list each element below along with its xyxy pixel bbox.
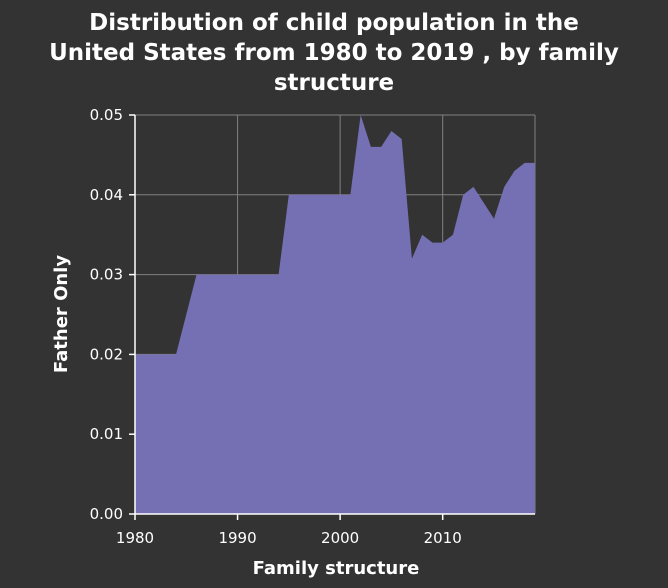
x-axis-label: Family structure: [253, 558, 420, 579]
y-tick-label: 0.01: [90, 425, 123, 443]
area-fill: [135, 115, 535, 514]
y-axis-ticks: 0.00 0.01 0.02 0.03 0.04 0.05: [90, 106, 135, 523]
chart-title-line-2: United States from 1980 to 2019 , by fam…: [49, 40, 619, 66]
axes: [134, 115, 535, 515]
x-tick-label: 1980: [116, 529, 154, 547]
y-tick-label: 0.03: [90, 266, 123, 284]
x-axis-ticks: 1980 1990 2000 2010: [116, 514, 462, 547]
x-tick-label: 2010: [424, 529, 462, 547]
y-tick-label: 0.05: [90, 106, 123, 124]
y-tick-label: 0.02: [90, 345, 123, 363]
x-tick-label: 1990: [218, 529, 256, 547]
chart-title-line-3: structure: [274, 70, 394, 96]
y-tick-label: 0.04: [90, 186, 123, 204]
chart-title-line-1: Distribution of child population in the: [89, 10, 579, 36]
x-tick-label: 2000: [321, 529, 359, 547]
chart-title: Distribution of child population in the …: [49, 10, 619, 96]
y-tick-label: 0.00: [90, 505, 123, 523]
area-series: [135, 115, 535, 514]
y-axis-label: Father Only: [51, 255, 72, 373]
